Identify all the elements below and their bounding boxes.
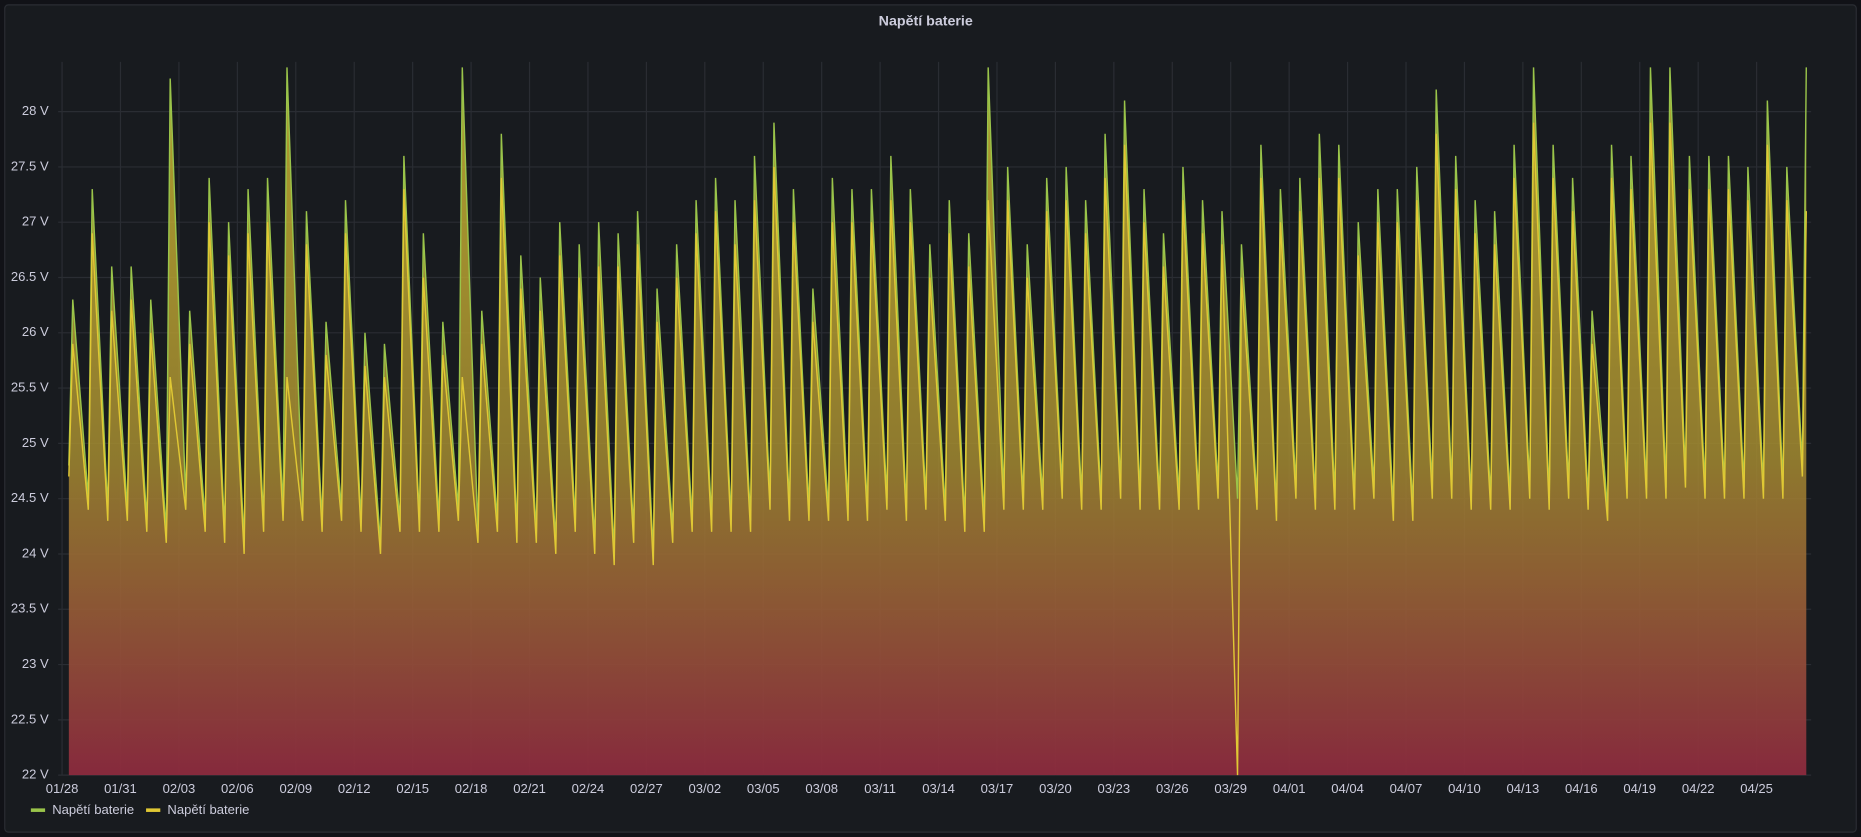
y-tick-label: 23 V: [22, 656, 49, 671]
x-tick-label: 01/28: [46, 781, 79, 796]
y-tick-label: 25 V: [22, 435, 49, 450]
y-tick-label: 26.5 V: [11, 269, 49, 284]
x-tick-label: 03/02: [688, 781, 721, 796]
legend-swatch: [30, 808, 46, 812]
panel-title: Napětí baterie: [879, 13, 973, 29]
y-tick-label: 22 V: [22, 767, 49, 782]
x-tick-label: 03/17: [981, 781, 1014, 796]
y-tick-label: 24.5 V: [11, 490, 49, 505]
x-tick-label: 02/21: [513, 781, 546, 796]
x-tick-label: 02/15: [396, 781, 429, 796]
legend-label: Napětí baterie: [52, 802, 134, 817]
y-tick-label: 24 V: [22, 545, 49, 560]
x-tick-label: 02/03: [163, 781, 196, 796]
series-line: [68, 122, 1807, 776]
x-tick-label: 01/31: [104, 781, 137, 796]
x-tick-label: 03/14: [922, 781, 955, 796]
x-tick-label: 04/01: [1273, 781, 1306, 796]
y-tick-label: 22.5 V: [11, 711, 49, 726]
y-tick-label: 23.5 V: [11, 601, 49, 616]
x-tick-label: 02/09: [279, 781, 312, 796]
y-tick-label: 27 V: [22, 214, 49, 229]
y-tick-label: 26 V: [22, 324, 49, 339]
x-tick-label: 04/22: [1682, 781, 1715, 796]
x-tick-label: 02/06: [221, 781, 254, 796]
x-tick-label: 02/12: [338, 781, 371, 796]
x-tick-label: 03/29: [1214, 781, 1247, 796]
legend-swatch: [146, 808, 161, 812]
x-tick-label: 04/04: [1331, 781, 1364, 796]
x-tick-label: 04/19: [1623, 781, 1656, 796]
x-tick-label: 03/20: [1039, 781, 1072, 796]
x-tick-label: 04/25: [1740, 781, 1773, 796]
x-tick-label: 04/10: [1448, 781, 1481, 796]
series-line: [68, 67, 1807, 554]
x-tick-label: 02/18: [455, 781, 488, 796]
y-tick-label: 25.5 V: [11, 380, 49, 395]
plot-area: 22 V 22.5 V 23 V 23.5 V 24 V 24.5 V 25 V 25.5 V…: [11, 61, 1812, 817]
legend-label: Napětí baterie: [167, 802, 249, 817]
y-tick-label: 27.5 V: [11, 158, 49, 173]
x-tick-label: 03/11: [864, 781, 896, 796]
x-tick-label: 02/24: [572, 781, 605, 796]
x-tick-label: 04/07: [1390, 781, 1423, 796]
y-tick-label: 28 V: [22, 103, 49, 118]
x-tick-label: 03/23: [1098, 781, 1131, 796]
area-fill: [68, 67, 1807, 776]
x-tick-label: 03/05: [747, 781, 780, 796]
x-tick-label: 04/13: [1507, 781, 1540, 796]
x-tick-label: 03/08: [805, 781, 838, 796]
x-tick-label: 02/27: [630, 781, 663, 796]
x-tick-label: 03/26: [1156, 781, 1189, 796]
x-tick-label: 04/16: [1565, 781, 1598, 796]
